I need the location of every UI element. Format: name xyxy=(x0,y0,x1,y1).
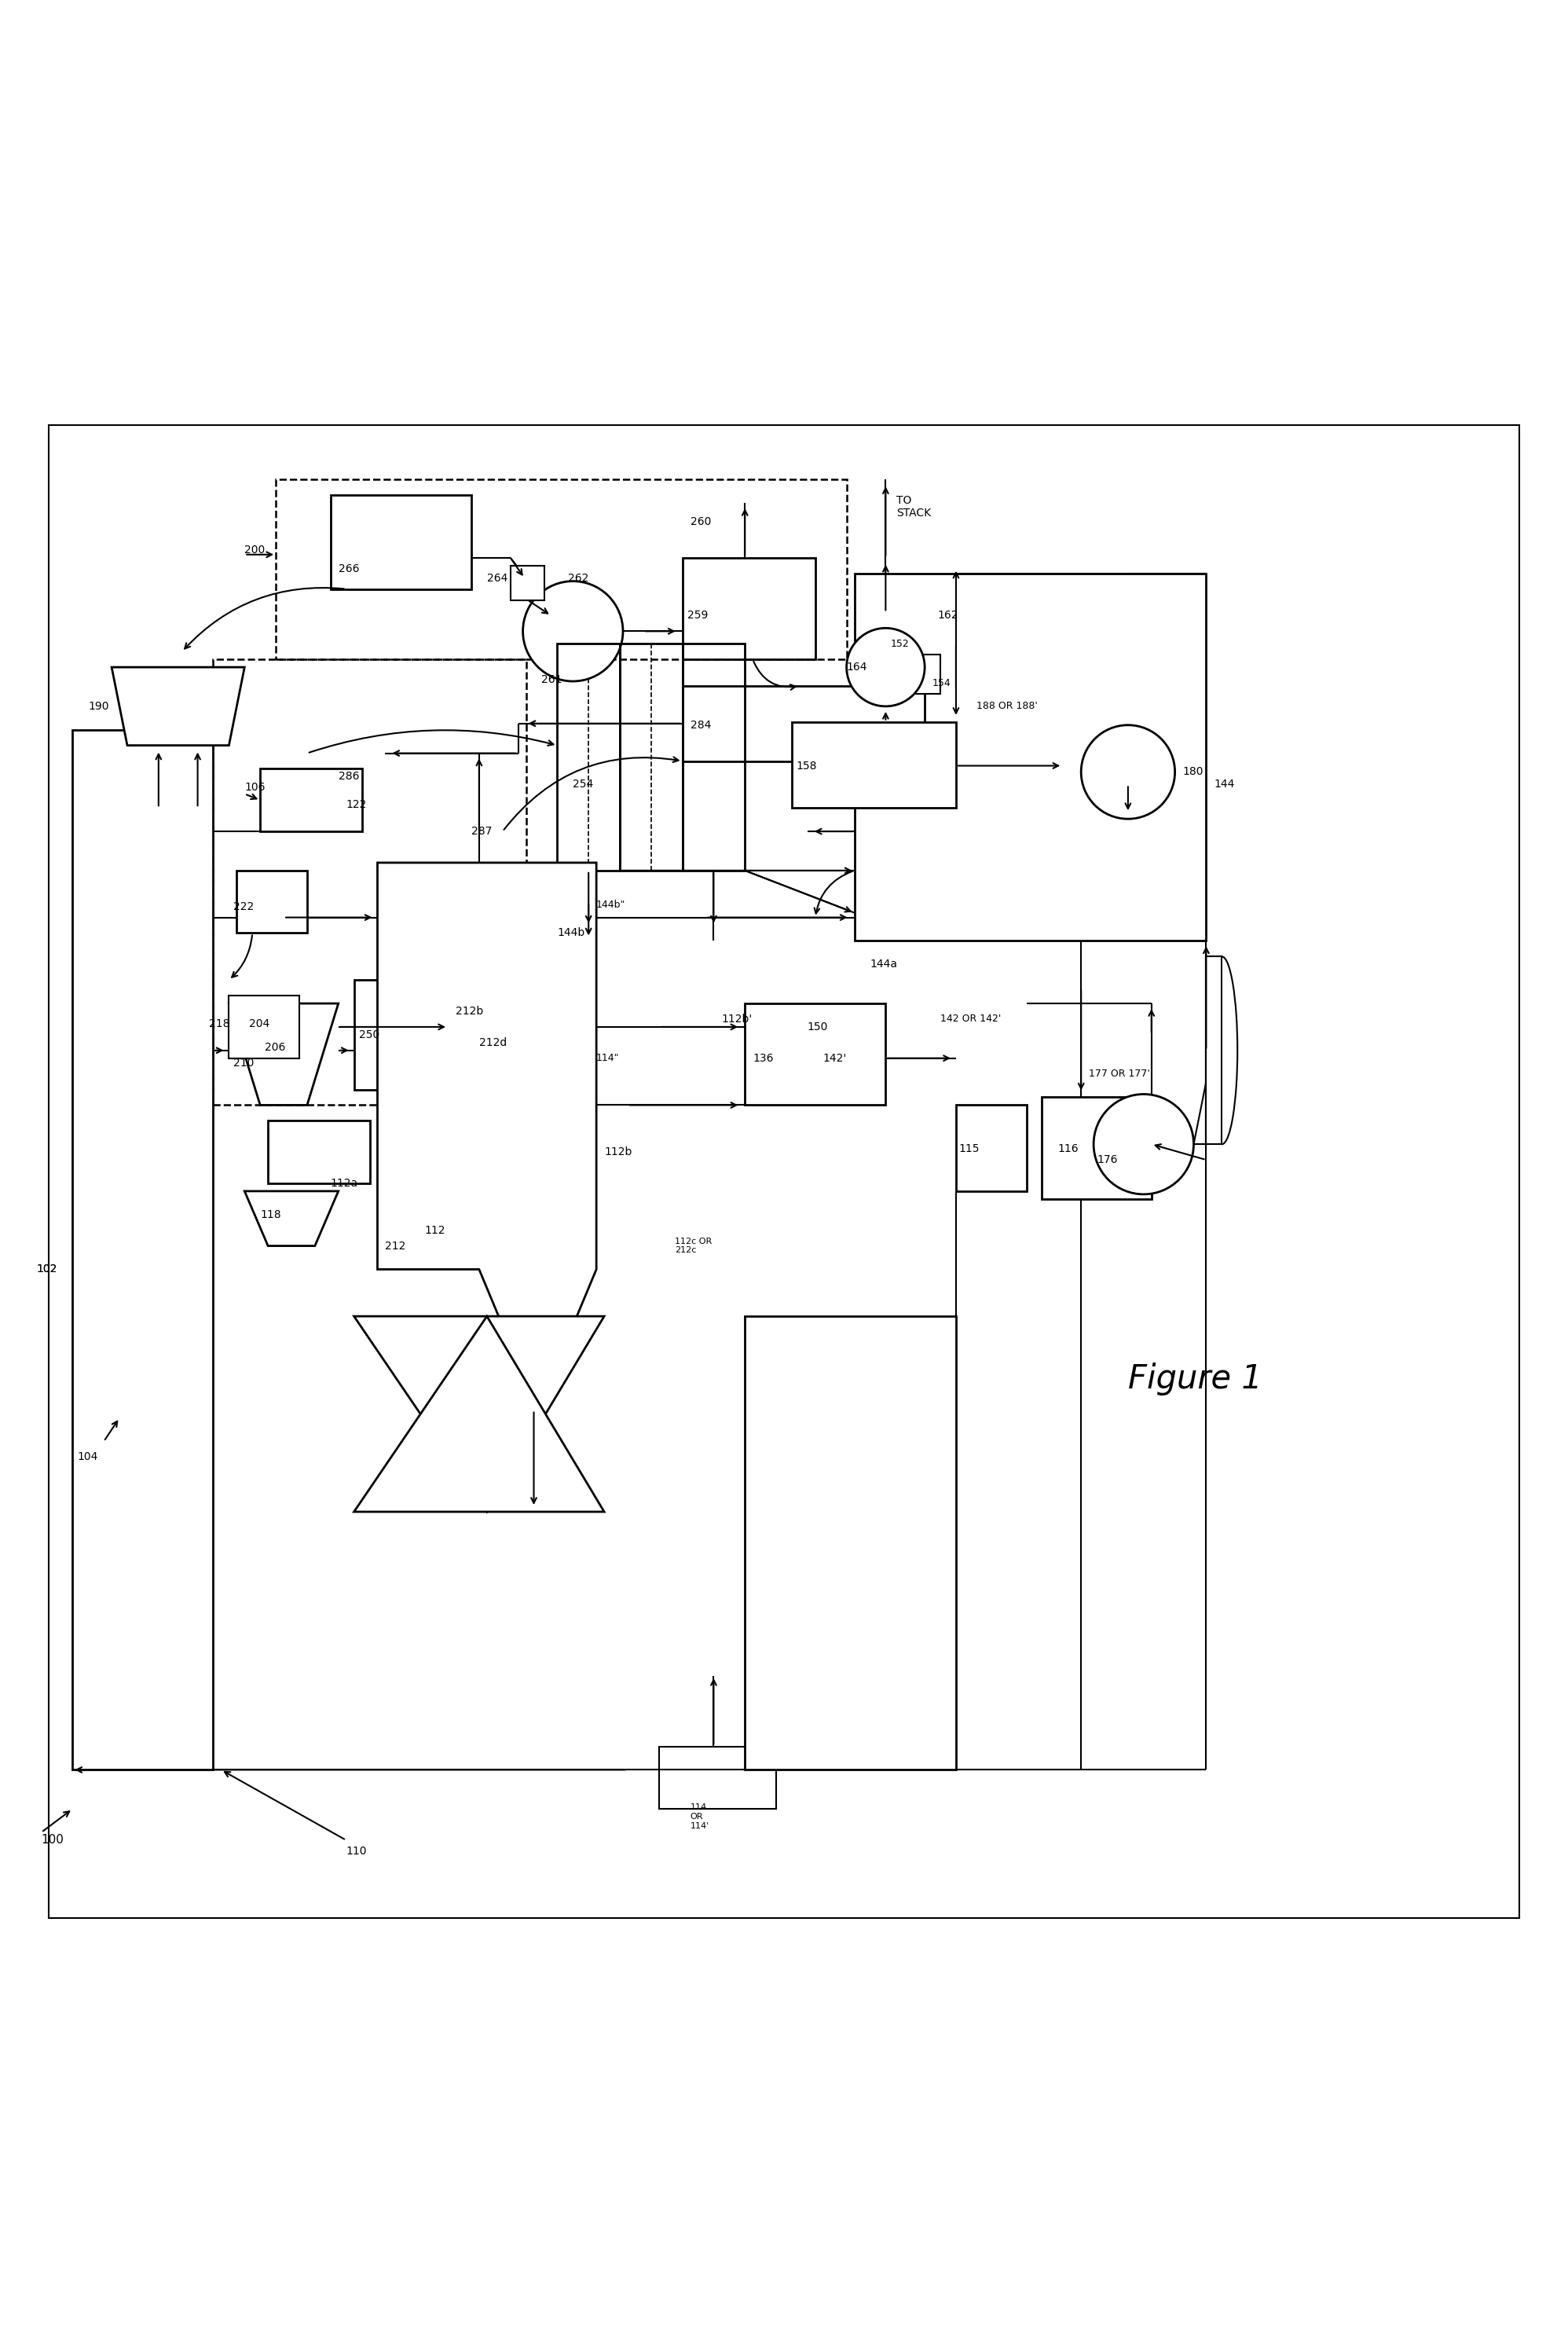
Polygon shape xyxy=(111,668,245,745)
Text: 162: 162 xyxy=(938,609,958,621)
Circle shape xyxy=(522,581,622,682)
Text: Figure 1: Figure 1 xyxy=(1127,1361,1262,1396)
Text: 104: 104 xyxy=(77,1451,97,1462)
Bar xyxy=(213,658,525,1105)
Bar xyxy=(354,980,510,1089)
Text: 284: 284 xyxy=(690,719,710,731)
Text: 114": 114" xyxy=(596,1053,619,1063)
Text: 150: 150 xyxy=(808,1020,828,1032)
Circle shape xyxy=(1093,1093,1193,1194)
Text: 118: 118 xyxy=(260,1208,281,1220)
Text: 266: 266 xyxy=(339,564,359,574)
Text: 259: 259 xyxy=(687,609,707,621)
Text: 142 OR 142': 142 OR 142' xyxy=(941,1013,1000,1025)
Text: 261: 261 xyxy=(541,675,563,684)
Text: 260: 260 xyxy=(690,517,710,527)
Text: 144b": 144b" xyxy=(596,900,626,910)
Text: 144: 144 xyxy=(1214,778,1234,790)
Bar xyxy=(619,644,682,870)
Bar xyxy=(886,654,941,694)
Polygon shape xyxy=(354,1317,604,1512)
Bar xyxy=(745,1004,886,1105)
Text: 144a: 144a xyxy=(870,959,897,971)
Text: 144b: 144b xyxy=(557,929,585,938)
Bar xyxy=(792,722,956,809)
Text: 115: 115 xyxy=(960,1143,980,1154)
Text: 254: 254 xyxy=(572,778,594,790)
Text: 102: 102 xyxy=(36,1265,58,1274)
Text: 112: 112 xyxy=(425,1225,445,1237)
Circle shape xyxy=(847,628,925,705)
Bar xyxy=(268,1121,370,1183)
Polygon shape xyxy=(245,1192,339,1246)
Polygon shape xyxy=(354,1317,604,1512)
Polygon shape xyxy=(745,1317,956,1770)
Text: 152: 152 xyxy=(891,639,909,649)
Text: 158: 158 xyxy=(797,759,817,771)
Text: 190: 190 xyxy=(88,701,110,712)
Bar xyxy=(510,567,544,600)
Text: 200: 200 xyxy=(245,545,265,555)
Text: 212: 212 xyxy=(386,1241,406,1251)
Bar xyxy=(229,994,299,1058)
Text: 222: 222 xyxy=(234,900,254,912)
Text: 180: 180 xyxy=(1182,766,1204,778)
Text: 102: 102 xyxy=(36,1265,58,1274)
Text: 177 OR 177': 177 OR 177' xyxy=(1088,1070,1149,1079)
Bar xyxy=(1043,1098,1151,1199)
Bar xyxy=(260,769,362,832)
Bar xyxy=(682,686,925,762)
Text: 287: 287 xyxy=(472,825,492,837)
Bar xyxy=(855,574,1206,940)
Text: 188 OR 188': 188 OR 188' xyxy=(977,701,1038,712)
Text: 112a: 112a xyxy=(331,1178,358,1190)
Text: 122: 122 xyxy=(347,799,367,811)
Text: 106: 106 xyxy=(245,783,265,792)
Text: 286: 286 xyxy=(339,771,359,783)
Text: 112b: 112b xyxy=(604,1147,632,1157)
Bar xyxy=(276,480,847,658)
Text: 154: 154 xyxy=(933,677,952,689)
Text: 136: 136 xyxy=(753,1053,773,1063)
Bar xyxy=(331,496,472,590)
Bar xyxy=(659,1747,776,1808)
Text: 100: 100 xyxy=(41,1834,64,1846)
Polygon shape xyxy=(378,863,596,1364)
Bar xyxy=(72,729,213,1770)
Text: 262: 262 xyxy=(568,574,590,583)
Text: TO
STACK: TO STACK xyxy=(897,496,931,520)
Bar xyxy=(682,557,815,658)
Bar xyxy=(557,644,619,870)
Bar xyxy=(237,870,307,933)
Text: 110: 110 xyxy=(347,1846,367,1857)
Circle shape xyxy=(1080,724,1174,818)
Text: 206: 206 xyxy=(265,1041,285,1053)
Text: 212d: 212d xyxy=(480,1037,506,1049)
Text: 114
OR
114': 114 OR 114' xyxy=(690,1803,709,1829)
Bar xyxy=(682,644,745,870)
Text: 204: 204 xyxy=(249,1018,270,1030)
Polygon shape xyxy=(229,1004,339,1105)
Text: 264: 264 xyxy=(488,574,508,583)
Text: 142': 142' xyxy=(823,1053,847,1063)
Text: 164: 164 xyxy=(847,661,867,672)
Text: 218: 218 xyxy=(209,1018,229,1030)
Text: 212b: 212b xyxy=(456,1006,483,1016)
Polygon shape xyxy=(1206,957,1221,1145)
Text: 210: 210 xyxy=(234,1058,254,1067)
Text: 116: 116 xyxy=(1058,1143,1079,1154)
Text: 176: 176 xyxy=(1096,1154,1118,1166)
Text: 112b': 112b' xyxy=(721,1013,753,1025)
Bar xyxy=(956,1105,1027,1192)
Text: 112c OR
212c: 112c OR 212c xyxy=(674,1237,712,1255)
Text: 250: 250 xyxy=(359,1030,379,1039)
